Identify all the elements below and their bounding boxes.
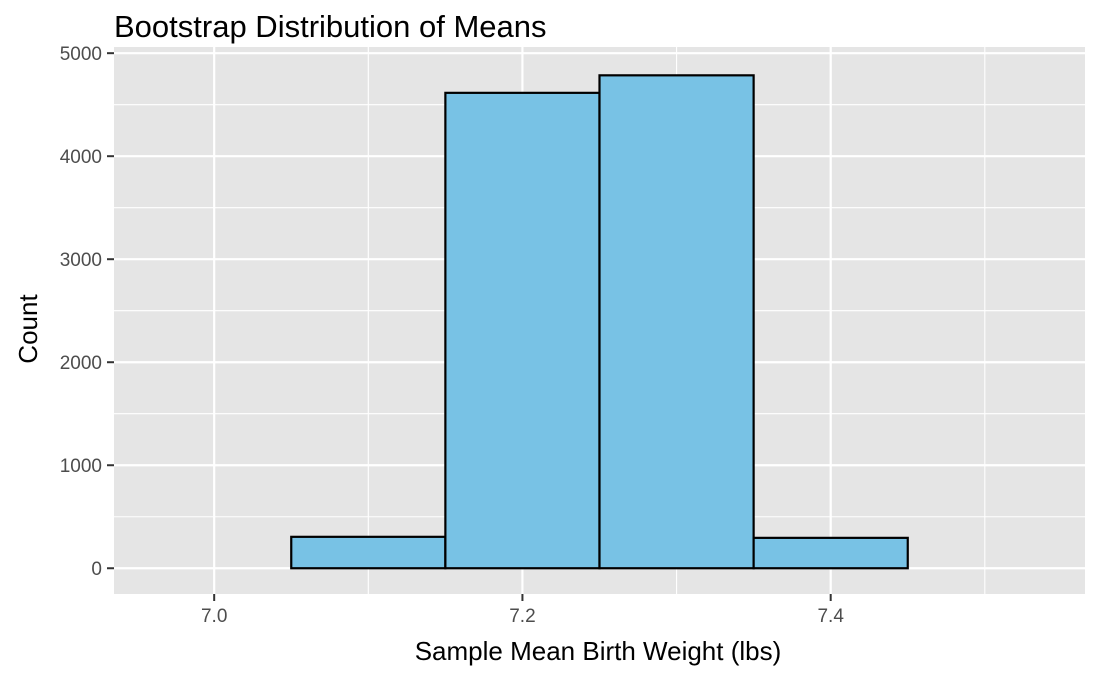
y-tick-label: 3000 [60, 250, 102, 271]
y-tick-label: 4000 [60, 147, 102, 168]
y-tick-label: 2000 [60, 353, 102, 374]
x-tick-label: 7.4 [817, 606, 844, 627]
chart-title: Bootstrap Distribution of Means [114, 9, 547, 44]
y-tick-label: 0 [91, 559, 102, 580]
y-axis: 0 1000 2000 3000 4000 5000 [60, 44, 114, 580]
x-axis-title: Sample Mean Birth Weight (lbs) [415, 636, 782, 666]
y-axis-title: Count [13, 294, 43, 364]
y-tick-label: 1000 [60, 456, 102, 477]
y-tick-label: 5000 [60, 44, 102, 65]
histogram-bar [444, 91, 601, 570]
histogram-bar [598, 74, 755, 570]
x-tick-label: 7.0 [201, 606, 227, 627]
x-axis: 7.0 7.2 7.4 [201, 594, 844, 627]
histogram-bar [290, 535, 447, 570]
x-tick-label: 7.2 [509, 606, 535, 627]
histogram-bars [290, 74, 909, 570]
histogram-bar [752, 536, 909, 570]
